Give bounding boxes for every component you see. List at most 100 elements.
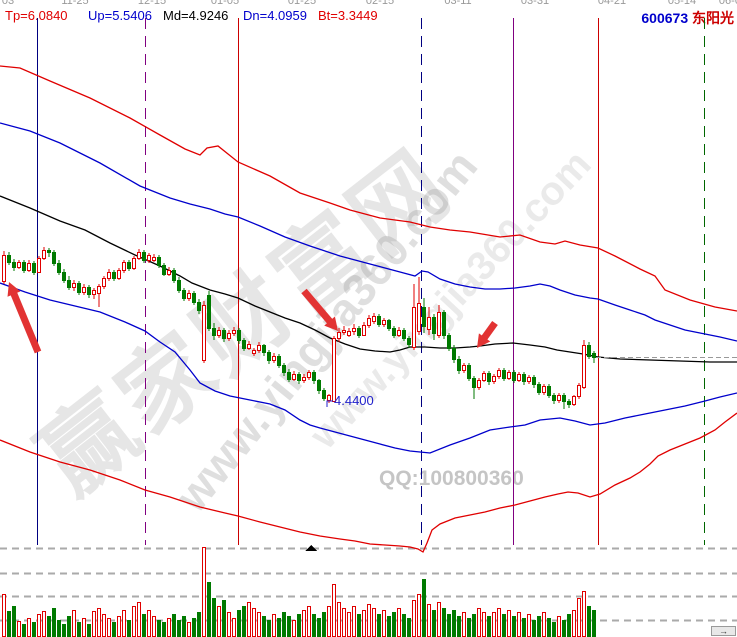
volume-bar <box>542 612 546 637</box>
candle-body <box>252 350 256 354</box>
candle-body <box>257 345 261 351</box>
volume-bar <box>577 598 581 637</box>
candle-body <box>442 312 446 336</box>
candle-body <box>117 270 121 279</box>
volume-bar <box>247 602 251 637</box>
indicator-value-bt: Bt=3.3449 <box>318 8 378 23</box>
volume-bar <box>272 614 276 637</box>
candle-body <box>567 401 571 405</box>
volume-bar <box>482 612 486 637</box>
volume-bar <box>2 594 6 637</box>
volume-bar <box>332 584 336 637</box>
volume-bar <box>507 610 511 637</box>
volume-bar <box>27 618 31 637</box>
candle-body <box>492 376 496 382</box>
candle-body <box>297 374 301 381</box>
volume-bar <box>317 618 321 637</box>
volume-bar <box>552 622 556 637</box>
candle-body <box>402 330 406 339</box>
volume-bar <box>257 612 261 637</box>
volume-bar <box>222 600 226 637</box>
volume-bar <box>537 616 541 637</box>
date-tick-label: 04-21 <box>597 0 627 7</box>
candle-body <box>557 395 561 401</box>
candle-body <box>47 250 51 253</box>
volume-bar <box>417 594 421 637</box>
volume-bar <box>92 611 96 637</box>
candle-body <box>472 378 476 388</box>
volume-bar <box>182 616 186 637</box>
volume-bar <box>192 618 196 637</box>
band-line-bt <box>0 412 737 553</box>
annotation-arrow-shaft <box>9 289 42 354</box>
candle-body <box>157 257 161 266</box>
volume-bar <box>87 624 91 637</box>
volume-bar <box>152 616 156 637</box>
candle-body <box>562 395 566 402</box>
volume-bar <box>582 591 586 637</box>
date-tick-label: 02-15 <box>365 0 395 7</box>
volume-bar <box>427 604 431 637</box>
qq-watermark: QQ:100800360 <box>379 467 524 490</box>
candle-body <box>457 359 461 371</box>
candle-body <box>272 356 276 361</box>
candle-body <box>532 377 536 385</box>
candle-body <box>247 344 251 349</box>
volume-bar <box>157 620 161 637</box>
date-tick-label: 03-31 <box>520 0 550 7</box>
volume-bar <box>442 608 446 637</box>
candle-body <box>82 287 86 293</box>
candle-body <box>352 328 356 332</box>
volume-bar <box>352 606 356 637</box>
candle-body <box>42 250 46 259</box>
volume-bar <box>227 612 231 637</box>
volume-bar <box>147 610 151 637</box>
candle-body <box>587 345 591 357</box>
volume-bar <box>282 612 286 637</box>
volume-bar <box>22 624 26 637</box>
candle-body <box>17 262 21 268</box>
volume-bar <box>122 610 126 637</box>
volume-bar <box>337 602 341 637</box>
candle-body <box>447 335 451 349</box>
date-tick-label: 01-05 <box>210 0 240 7</box>
volume-bar <box>217 606 221 637</box>
scrollbar-right-button[interactable]: → <box>711 626 736 636</box>
candle-body <box>52 252 56 264</box>
date-tick-label: 11-25 <box>61 0 89 7</box>
volume-bar <box>587 606 591 637</box>
volume-bar <box>302 610 306 637</box>
volume-bar <box>457 616 461 637</box>
candle-body <box>362 325 366 336</box>
volume-bar <box>242 606 246 637</box>
volume-bar <box>547 618 551 637</box>
volume-bar <box>177 620 181 637</box>
band-line-dn <box>0 282 737 454</box>
candle-body <box>377 316 381 325</box>
candle-body <box>347 331 351 336</box>
stock-label: 600673 东阳光 <box>641 8 734 28</box>
candle-body <box>92 290 96 295</box>
volume-bar <box>107 618 111 637</box>
candle-body <box>122 262 126 271</box>
volume-bar <box>512 616 516 637</box>
volume-bar <box>117 616 121 637</box>
volume-bar <box>462 612 466 637</box>
date-tick-label: 05-14 <box>667 0 697 7</box>
volume-bar <box>307 606 311 637</box>
candle-body <box>357 328 361 336</box>
candle-body <box>2 255 6 282</box>
candle-body <box>512 372 516 381</box>
volume-bar <box>342 608 346 637</box>
annotation-arrow-head <box>7 282 21 297</box>
candle-body <box>237 330 241 341</box>
volume-bar <box>37 614 41 637</box>
candle-body <box>62 272 66 281</box>
candle-body <box>107 272 111 279</box>
volume-bar <box>412 600 416 637</box>
candle-body <box>527 377 531 382</box>
candle-body <box>227 333 231 339</box>
stock-name: 东阳光 <box>692 10 734 26</box>
candle-body <box>497 370 501 377</box>
